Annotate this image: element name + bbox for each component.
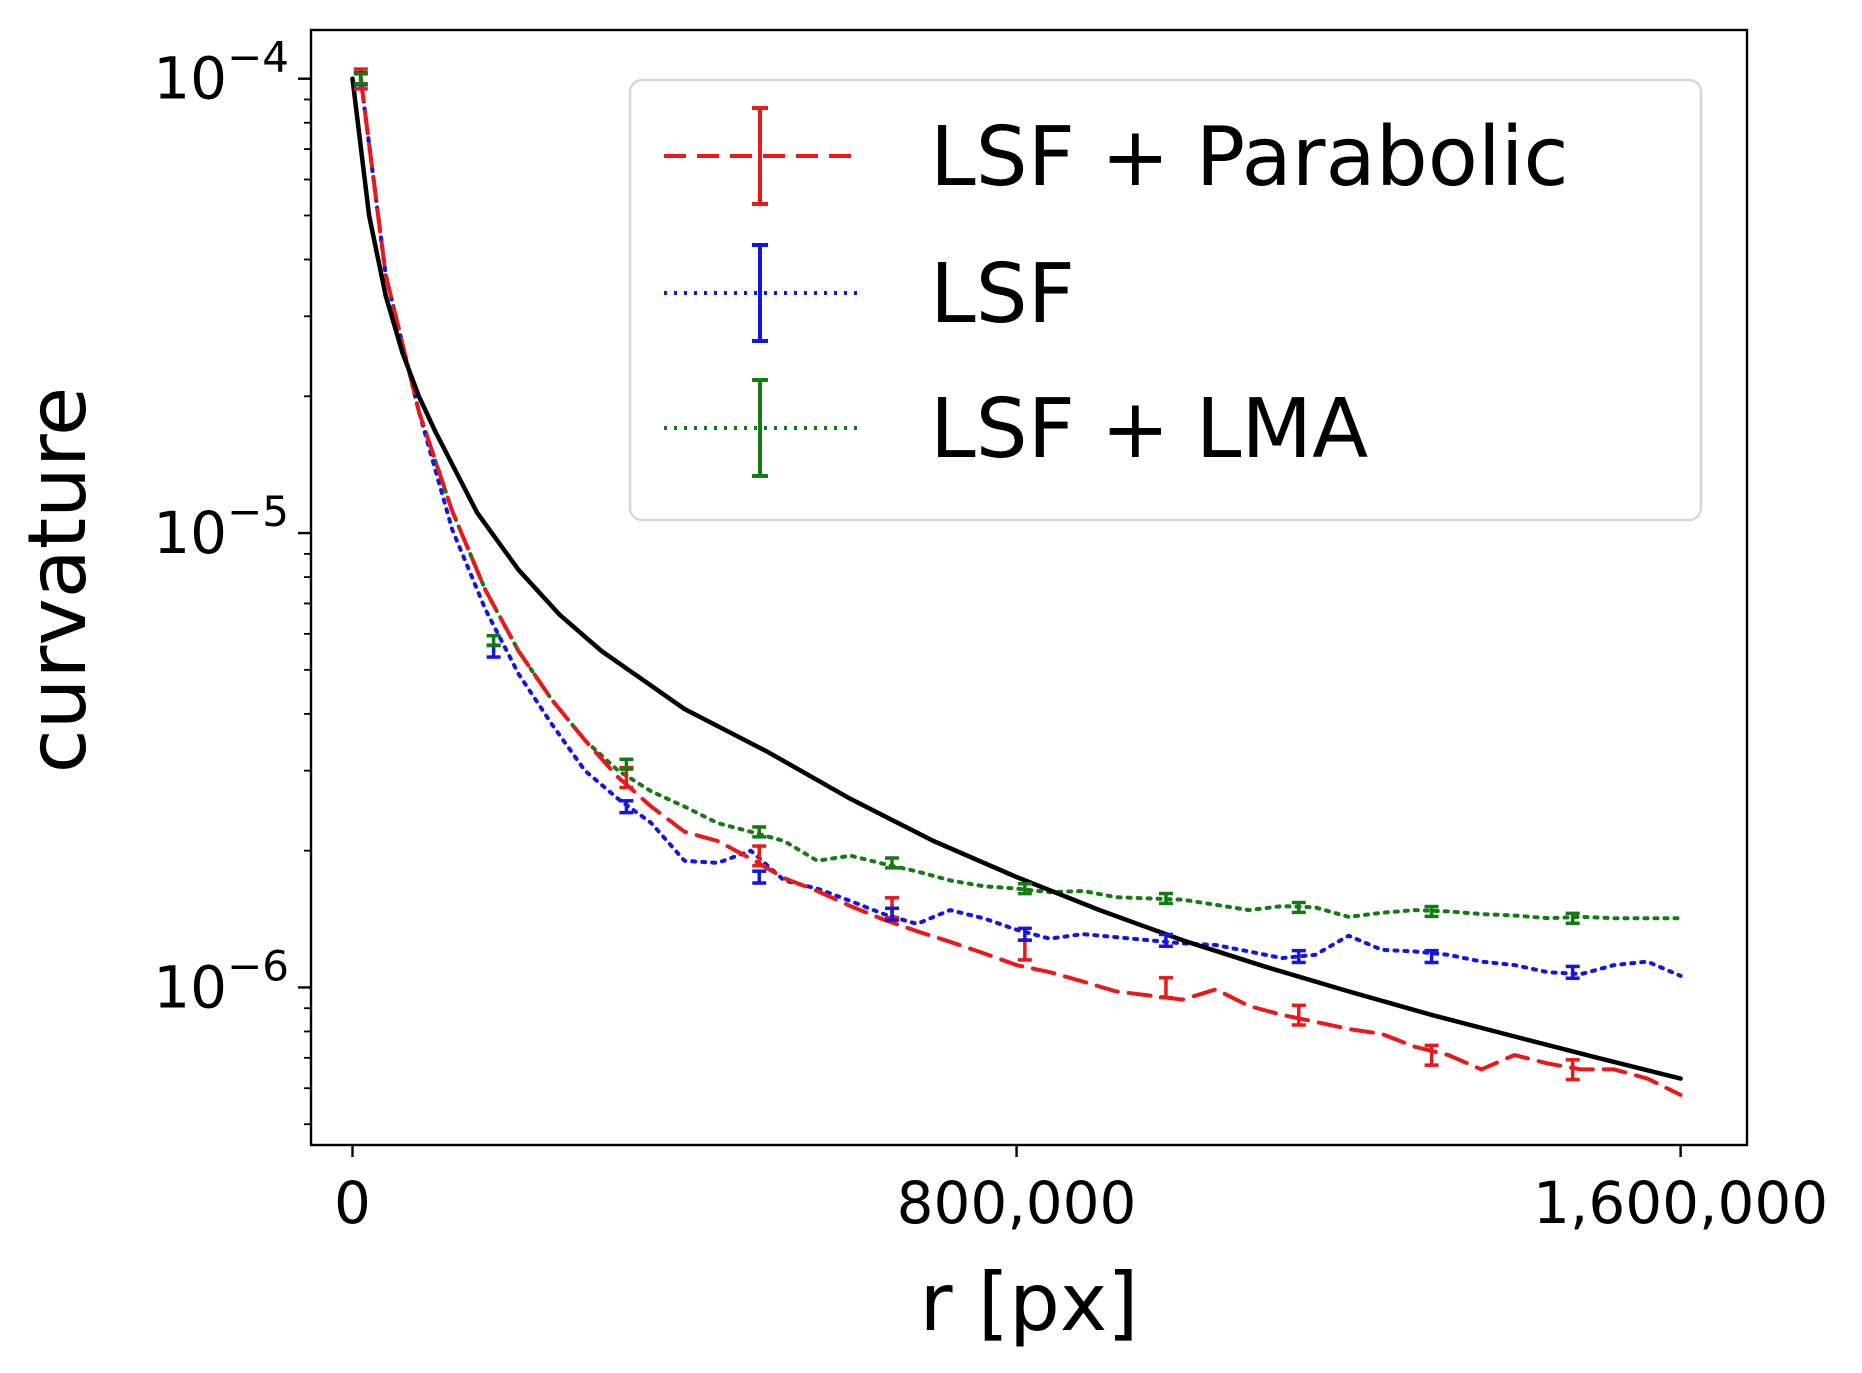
legend-box [628, 78, 1703, 522]
series-line-lsf [358, 76, 1683, 978]
y-tick-label: 10−5 [153, 487, 289, 567]
legend-item-lsf-parabolic: LSF + Parabolic [664, 106, 1569, 206]
reference-curve [350, 76, 1683, 1081]
error-bar-lsf-parabolic [1424, 1043, 1439, 1067]
x-axis-label: r [px] [920, 1256, 1139, 1349]
error-bar-lsf-parabolic [1565, 1058, 1580, 1082]
error-bar-lsf [1158, 932, 1173, 949]
error-bar-lsf-parabolic [1158, 976, 1173, 1000]
error-bar-lsf-lma [486, 633, 501, 648]
legend-label: LSF + Parabolic [930, 110, 1569, 205]
error-bar-lsf-lma [1017, 881, 1032, 896]
error-bar-lsf [885, 906, 900, 922]
error-bar-lsf [1291, 948, 1306, 965]
plot-frame [309, 28, 1749, 1147]
error-bar-lsf-lma [1565, 911, 1580, 925]
legend: LSF + Parabolic LSF LSF + LMA [628, 78, 1703, 522]
legend-item-lsf: LSF [664, 243, 1075, 343]
error-bar-lsf-parabolic [752, 844, 767, 868]
x-tick-label: 0 [334, 1169, 371, 1237]
x-tick-label: 1,600,000 [1533, 1169, 1828, 1237]
error-bar-lsf-lma [1424, 904, 1439, 919]
y-tick-label: 10−6 [153, 941, 289, 1021]
error-bar-lsf [752, 869, 767, 885]
error-bar-lsf [1017, 926, 1032, 942]
plot-marks [350, 67, 1683, 1097]
error-bar-lsf-lma [885, 856, 900, 870]
error-bar-lsf-lma [619, 757, 634, 771]
y-axis-label: curvature [11, 387, 104, 773]
error-bar-lsf-lma [353, 72, 368, 86]
error-bar-lsf-lma [752, 825, 767, 839]
axis-ticks: 0 800,000 1,600,000 10−6 10−5 10−4 [153, 33, 1828, 1237]
error-bar-lsf [619, 799, 634, 815]
series-line-lsf-parabolic [358, 76, 1683, 1097]
legend-label: LSF [930, 247, 1075, 342]
error-bar-lsf-parabolic [1017, 938, 1032, 962]
error-bar-lsf [1424, 948, 1439, 965]
y-tick-label: 10−4 [153, 33, 289, 113]
legend-item-lsf-lma: LSF + LMA [664, 378, 1368, 478]
error-bar-lsf-parabolic [1291, 1003, 1306, 1027]
error-bar-lsf [1565, 964, 1580, 981]
error-bar-lsf-lma [1158, 891, 1173, 906]
x-tick-label: 800,000 [897, 1169, 1137, 1237]
legend-label: LSF + LMA [930, 382, 1368, 477]
error-bar-lsf-lma [1291, 900, 1306, 915]
